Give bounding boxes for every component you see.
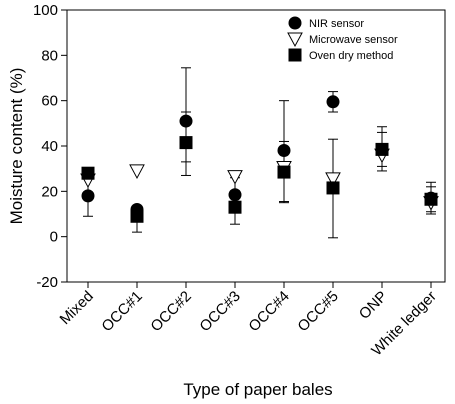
x-tick-label: Mixed — [57, 288, 97, 328]
y-tick-label: 80 — [41, 47, 58, 64]
x-axis-title: Type of paper bales — [183, 380, 332, 399]
oven-dry-method-point — [228, 200, 242, 214]
x-tick-label: OCC#3 — [196, 288, 243, 335]
legend-marker — [288, 16, 302, 30]
y-tick-label: 60 — [41, 93, 58, 110]
legend-label: NIR sensor — [309, 18, 364, 30]
y-tick-label: -20 — [36, 274, 58, 291]
oven-dry-method-point — [130, 209, 144, 223]
nir-sensor-point — [326, 95, 340, 109]
nir-sensor-point — [228, 188, 242, 202]
oven-dry-method-point — [179, 136, 193, 150]
microwave-sensor-point — [129, 164, 145, 179]
x-tick-label: OCC#5 — [294, 288, 341, 335]
legend-label: Microwave sensor — [309, 34, 398, 46]
legend: NIR sensor Microwave sensor Oven dry metho… — [287, 16, 398, 62]
data-markers — [80, 95, 439, 223]
x-tick-label: ONP — [356, 288, 391, 323]
x-tick-label: OCC#1 — [98, 288, 145, 335]
nir-sensor-point — [277, 144, 291, 158]
microwave-sensor-point — [325, 172, 341, 187]
legend-marker — [287, 32, 303, 48]
y-axis-ticks: -20 0 20 40 60 80 100 — [33, 2, 67, 291]
y-tick-label: 40 — [41, 138, 58, 155]
x-tick-label: OCC#4 — [245, 288, 292, 335]
legend-marker — [288, 48, 302, 62]
y-axis-title: Moisture content (%) — [7, 68, 26, 225]
x-tick-label: OCC#2 — [147, 288, 194, 335]
legend-label: Oven dry method — [309, 50, 393, 62]
y-tick-label: 20 — [41, 183, 58, 200]
oven-dry-method-point — [326, 181, 340, 195]
nir-sensor-point — [81, 189, 95, 203]
y-tick-label: 100 — [33, 2, 58, 19]
oven-dry-method-point — [277, 165, 291, 179]
microwave-sensor-point — [227, 170, 243, 185]
nir-sensor-point — [179, 114, 193, 128]
oven-dry-method-point — [81, 166, 95, 180]
y-tick-label: 0 — [50, 229, 58, 246]
oven-dry-method-point — [424, 192, 438, 206]
oven-dry-method-point — [375, 142, 389, 156]
